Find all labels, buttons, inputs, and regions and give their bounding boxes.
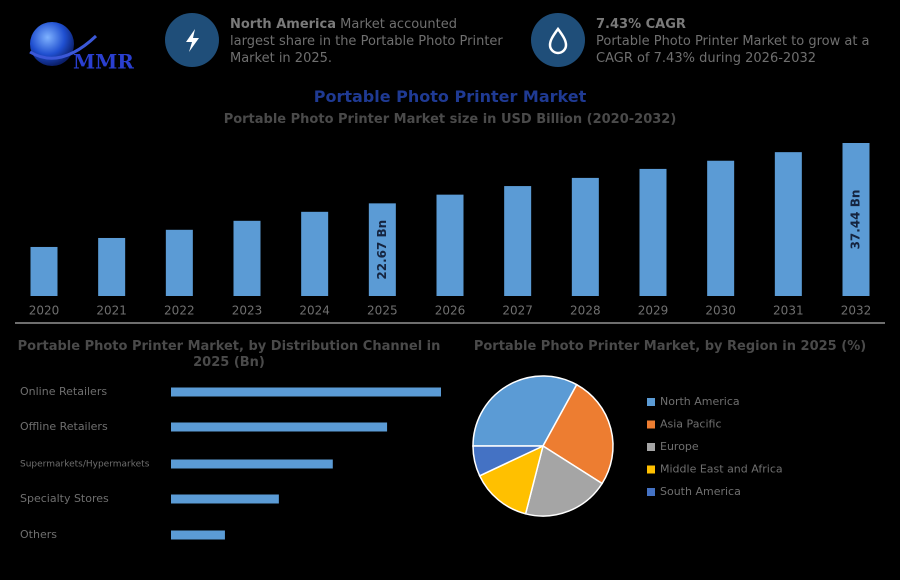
highlight: North America Market accounted largest s… — [230, 16, 505, 67]
x-tick-label: 2032 — [841, 304, 872, 318]
x-tick-label: 2022 — [164, 304, 195, 318]
x-tick-label: 2021 — [96, 304, 127, 318]
legend-swatch — [647, 488, 655, 496]
bar — [504, 186, 532, 296]
y-tick-label: Others — [20, 528, 57, 541]
bar — [707, 160, 735, 296]
x-tick-label: 2026 — [435, 304, 466, 318]
x-tick-label: 2029 — [638, 304, 669, 318]
highlight-text: Portable Photo Printer Market to grow at… — [596, 34, 870, 66]
pie-slice — [472, 375, 578, 447]
x-tick-label: 2027 — [502, 304, 533, 318]
x-tick-label: 2030 — [705, 304, 736, 318]
pie-slice — [478, 444, 545, 515]
highlight-text: Market accounted largest share in the Po… — [230, 17, 503, 66]
legend-label: Europe — [660, 440, 699, 453]
x-tick-label: 2023 — [232, 304, 263, 318]
highlight: 7.43% CAGR Portable Photo Printer Market … — [596, 16, 871, 67]
x-tick-label: 2028 — [570, 304, 601, 318]
pie-slice — [524, 444, 604, 517]
x-tick-label: 2024 — [299, 304, 330, 318]
legend-swatch — [647, 420, 655, 429]
bar — [30, 246, 58, 296]
highlight-title: 7.43% CAGR — [596, 17, 686, 32]
bar — [301, 211, 329, 296]
bar — [171, 387, 441, 397]
y-tick-label: Supermarkets/Hypermarkets — [20, 460, 150, 470]
bar — [171, 494, 279, 504]
pie-slice — [542, 383, 614, 485]
bar — [165, 229, 193, 296]
logo-swoosh — [29, 34, 98, 60]
value-label: 37.44 Bn — [849, 190, 863, 250]
bar — [98, 237, 126, 296]
lightning-icon — [186, 29, 199, 52]
y-tick-label: Online Retailers — [20, 385, 107, 398]
bar — [774, 152, 802, 296]
chart-subtitle: Portable Photo Printer Market size in US… — [223, 112, 677, 127]
x-tick-label: 2020 — [29, 304, 60, 318]
bar — [842, 143, 870, 296]
info-icon — [531, 13, 585, 67]
legend-swatch — [647, 443, 655, 451]
chart-title: Portable Photo Printer Market, by Region… — [473, 339, 867, 354]
bar — [171, 459, 333, 469]
drop-icon — [548, 26, 568, 55]
highlight-title: North America — [230, 17, 336, 32]
bar — [639, 168, 667, 296]
logo-globe — [30, 22, 74, 66]
legend-label: North America — [660, 395, 740, 408]
legend-label: Asia Pacific — [660, 418, 722, 431]
y-tick-label: Offline Retailers — [20, 420, 108, 433]
chart-title: Portable Photo Printer Market — [313, 87, 587, 106]
bar — [233, 220, 261, 296]
legend-swatch — [647, 398, 655, 406]
logo-text: MMR — [73, 50, 134, 74]
legend-swatch — [647, 465, 655, 474]
x-tick-label: 2031 — [773, 304, 804, 318]
bar — [171, 530, 225, 540]
y-tick-label: Specialty Stores — [20, 492, 109, 505]
bar — [571, 177, 599, 296]
bar — [368, 203, 396, 296]
value-label: 22.67 Bn — [375, 220, 389, 280]
x-tick-label: 2025 — [367, 304, 398, 318]
bar — [436, 194, 464, 296]
legend-label: South America — [660, 485, 741, 498]
chart-title: Portable Photo Printer Market, by Distri… — [17, 339, 441, 370]
pie-slice — [472, 445, 544, 477]
bar — [171, 422, 388, 432]
legend-label: Middle East and Africa — [660, 463, 783, 476]
